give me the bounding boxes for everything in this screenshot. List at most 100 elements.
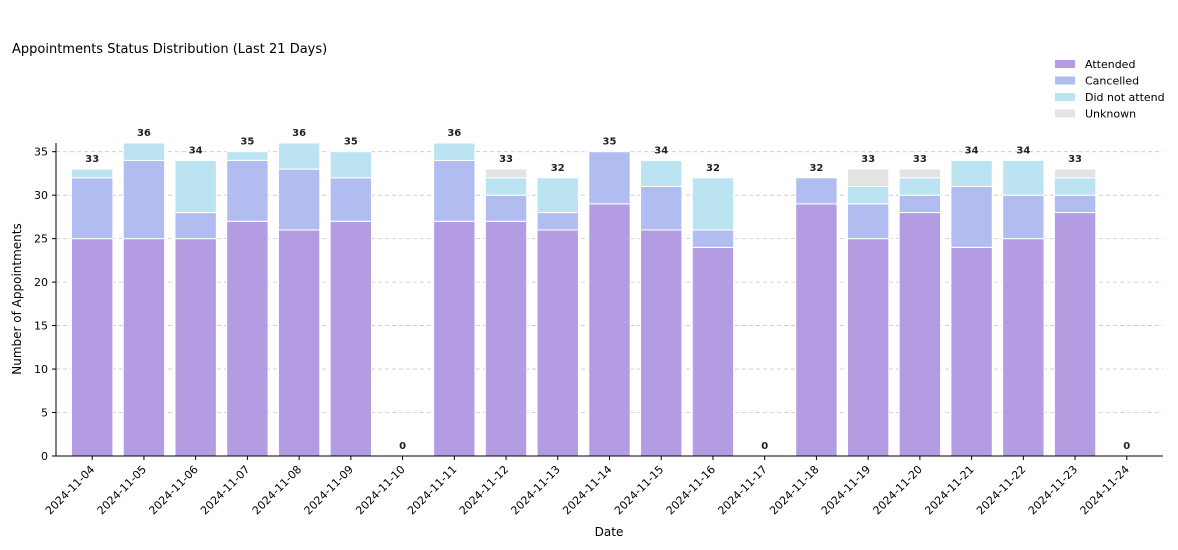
bar-did-not-attend (72, 169, 113, 178)
bar-did-not-attend (123, 143, 164, 160)
bar-attended (692, 247, 733, 456)
total-label: 34 (965, 145, 979, 156)
total-label: 34 (654, 145, 668, 156)
total-label: 35 (603, 137, 617, 148)
bar-attended (847, 239, 888, 456)
bar-did-not-attend (227, 152, 268, 161)
x-tick-label: 2024-11-14 (560, 463, 614, 517)
x-tick-labels: 2024-11-042024-11-052024-11-062024-11-07… (43, 456, 1132, 517)
total-label: 33 (85, 154, 99, 165)
bar-did-not-attend (485, 178, 526, 195)
x-tick-label: 2024-11-19 (819, 463, 873, 517)
bar-unknown (847, 169, 888, 186)
x-tick-label: 2024-11-15 (612, 463, 666, 517)
bar-cancelled (278, 169, 319, 230)
bar-cancelled (1054, 195, 1095, 212)
bar-did-not-attend (175, 160, 216, 212)
bar-did-not-attend (537, 178, 578, 213)
bar-cancelled (227, 160, 268, 221)
x-tick-label: 2024-11-05 (95, 463, 149, 517)
bar-attended (330, 221, 371, 456)
bar-did-not-attend (330, 152, 371, 178)
x-tick-label: 2024-11-09 (302, 463, 356, 517)
bar-attended (899, 213, 940, 456)
total-label: 36 (137, 128, 151, 139)
bar-attended (641, 230, 682, 456)
legend-label: Attended (1085, 58, 1135, 71)
x-tick-label: 2024-11-24 (1078, 463, 1132, 517)
x-tick-label: 2024-11-08 (250, 463, 304, 517)
total-label: 34 (189, 145, 203, 156)
bar-did-not-attend (899, 178, 940, 195)
total-label: 32 (551, 163, 565, 174)
bar-did-not-attend (1003, 160, 1044, 195)
x-tick-label: 2024-11-16 (664, 463, 718, 517)
bar-cancelled (692, 230, 733, 247)
bar-cancelled (847, 204, 888, 239)
y-tick-label: 5 (41, 407, 48, 420)
x-tick-label: 2024-11-06 (146, 463, 200, 517)
bar-did-not-attend (847, 186, 888, 203)
x-tick-label: 2024-11-04 (43, 463, 97, 517)
bar-attended (72, 239, 113, 456)
x-tick-label: 2024-11-12 (457, 463, 511, 517)
bar-attended (278, 230, 319, 456)
x-tick-label: 2024-11-07 (198, 463, 252, 517)
bar-cancelled (434, 160, 475, 221)
bar-attended (537, 230, 578, 456)
x-tick-label: 2024-11-17 (715, 463, 769, 517)
x-tick-label: 2024-11-23 (1026, 463, 1080, 517)
bar-cancelled (123, 160, 164, 238)
total-label: 32 (706, 163, 720, 174)
y-axis-label: Number of Appointments (10, 223, 24, 374)
y-tick-label: 30 (34, 189, 48, 202)
bar-did-not-attend (1054, 178, 1095, 195)
legend-label: Unknown (1085, 108, 1136, 121)
total-label: 33 (913, 154, 927, 165)
bar-cancelled (589, 152, 630, 204)
y-tick-label: 15 (34, 320, 48, 333)
bar-attended (1054, 213, 1095, 456)
bar-did-not-attend (951, 160, 992, 186)
total-label: 36 (447, 128, 461, 139)
bar-attended (227, 221, 268, 456)
bar-attended (485, 221, 526, 456)
bar-did-not-attend (692, 178, 733, 230)
bar-cancelled (1003, 195, 1044, 238)
total-label: 35 (240, 137, 254, 148)
bar-cancelled (537, 213, 578, 230)
y-tick-label: 10 (34, 363, 48, 376)
legend-swatch (1055, 93, 1075, 101)
total-label: 0 (399, 441, 406, 452)
chart-title: Appointments Status Distribution (Last 2… (12, 42, 327, 57)
bar-cancelled (175, 213, 216, 239)
x-tick-label: 2024-11-11 (405, 463, 459, 517)
bar-cancelled (951, 186, 992, 247)
total-label: 33 (861, 154, 875, 165)
bar-cancelled (796, 178, 837, 204)
total-label: 32 (809, 163, 823, 174)
legend-swatch (1055, 60, 1075, 68)
bar-cancelled (899, 195, 940, 212)
bar-unknown (899, 169, 940, 178)
total-label: 0 (1123, 441, 1130, 452)
total-label: 0 (761, 441, 768, 452)
bar-attended (175, 239, 216, 456)
bar-cancelled (485, 195, 526, 221)
total-label: 36 (292, 128, 306, 139)
legend-label: Did not attend (1085, 91, 1165, 104)
bars (72, 143, 1096, 456)
bar-did-not-attend (434, 143, 475, 160)
x-tick-label: 2024-11-13 (508, 463, 562, 517)
bar-unknown (1054, 169, 1095, 178)
total-label: 35 (344, 137, 358, 148)
bar-attended (1003, 239, 1044, 456)
bar-unknown (485, 169, 526, 178)
total-label: 34 (1016, 145, 1030, 156)
x-axis-label: Date (595, 525, 624, 539)
x-tick-label: 2024-11-20 (871, 463, 925, 517)
x-tick-label: 2024-11-22 (974, 463, 1028, 517)
bar-cancelled (641, 186, 682, 229)
x-tick-label: 2024-11-10 (353, 463, 407, 517)
